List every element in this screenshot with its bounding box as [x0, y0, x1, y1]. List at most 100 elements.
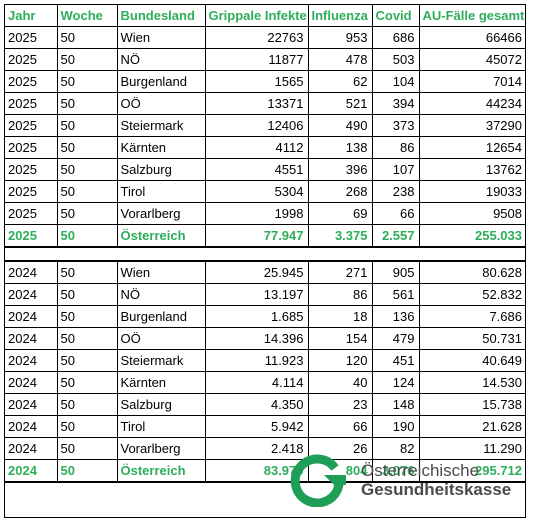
- table-cell: 2025: [5, 202, 58, 225]
- table-cell: 373: [371, 114, 420, 137]
- logo-line-1: Österreichische: [361, 461, 480, 480]
- table-cell: Vorarlberg: [116, 202, 206, 225]
- table-cell: 15.738: [418, 393, 526, 416]
- table-row: 2024 50 OÖ 14.396 154 479 50.731: [5, 327, 526, 350]
- table-cell: OÖ: [116, 327, 206, 350]
- table-cell: 50: [56, 114, 118, 137]
- table-cell: 40.649: [418, 349, 526, 372]
- table-row: 2025 50 Tirol 5304 268 238 19033: [5, 180, 526, 203]
- table-cell: 37290: [418, 114, 526, 137]
- table-cell: 62: [307, 70, 373, 93]
- table-row: 2024 50 Steiermark 11.923 120 451 40.649: [5, 349, 526, 372]
- table-cell: 50: [56, 70, 118, 93]
- table-cell: 2025: [5, 224, 58, 248]
- oegk-logo: Österreichische Gesundheitskasse: [288, 451, 528, 511]
- table-row: 2024 50 Salzburg 4.350 23 148 15.738: [5, 393, 526, 416]
- table-cell: 2024: [5, 393, 58, 416]
- table-cell: 4551: [204, 158, 309, 181]
- table-cell: 2025: [5, 92, 58, 115]
- table-cell: 2.557: [371, 224, 420, 248]
- table-cell: 138: [307, 136, 373, 159]
- table-cell: 2025: [5, 136, 58, 159]
- total-row: 2024 50 Österreich 83.970 804 3.076 295.712: [5, 459, 526, 483]
- spreadsheet: Jahr Woche Bundesland Grippale Infekte I…: [4, 4, 526, 518]
- table-cell: 66: [371, 202, 420, 225]
- table-cell: 124: [371, 371, 420, 394]
- table-cell: 86: [307, 283, 373, 306]
- header-cell: Woche: [56, 5, 118, 27]
- table-cell: 50: [56, 136, 118, 159]
- section-spacer: [5, 246, 526, 262]
- table-cell: 394: [371, 92, 420, 115]
- table-cell: 503: [371, 48, 420, 71]
- table-cell: 4.350: [204, 393, 309, 416]
- table-cell: 3.076: [371, 459, 420, 483]
- table-cell: 238: [371, 180, 420, 203]
- table-cell: 50: [56, 349, 118, 372]
- table-cell: Vorarlberg: [116, 437, 206, 460]
- table-cell: 2025: [5, 180, 58, 203]
- table-cell: 50: [56, 327, 118, 350]
- table-cell: 136: [371, 305, 420, 328]
- table-cell: 4.114: [204, 371, 309, 394]
- table-cell: 50: [56, 437, 118, 460]
- table-cell: Tirol: [116, 180, 206, 203]
- table-cell: 5.942: [204, 415, 309, 438]
- table-cell: 478: [307, 48, 373, 71]
- table-cell: 268: [307, 180, 373, 203]
- table-row: 2024 50 Vorarlberg 2.418 26 82 11.290: [5, 437, 526, 460]
- table-cell: 271: [307, 260, 373, 284]
- table-cell: 80.628: [418, 260, 526, 284]
- header-cell: Influenza: [307, 5, 373, 27]
- table-cell: 2025: [5, 26, 58, 49]
- table-cell: 295.712: [418, 459, 526, 483]
- table-cell: Kärnten: [116, 371, 206, 394]
- table-cell: 50: [56, 393, 118, 416]
- table-cell: 19033: [418, 180, 526, 203]
- table-cell: Österreich: [116, 459, 206, 483]
- table-cell: 22763: [204, 26, 309, 49]
- table-row: 2025 50 Steiermark 12406 490 373 37290: [5, 114, 526, 137]
- table-cell: 2024: [5, 327, 58, 350]
- table-cell: OÖ: [116, 92, 206, 115]
- table-cell: 13371: [204, 92, 309, 115]
- table-cell: 83.970: [204, 459, 309, 483]
- table-cell: Kärnten: [116, 136, 206, 159]
- table-cell: 23: [307, 393, 373, 416]
- table-cell: 5304: [204, 180, 309, 203]
- table-cell: 50: [56, 92, 118, 115]
- table-cell: Tirol: [116, 415, 206, 438]
- table-cell: 50: [56, 180, 118, 203]
- table-cell: 50: [56, 459, 118, 483]
- table-cell: Steiermark: [116, 114, 206, 137]
- table-row: 2025 50 Burgenland 1565 62 104 7014: [5, 70, 526, 93]
- table-cell: 18: [307, 305, 373, 328]
- table-row: 2024 50 NÖ 13.197 86 561 52.832: [5, 283, 526, 306]
- table-cell: 490: [307, 114, 373, 137]
- table-cell: 13.197: [204, 283, 309, 306]
- au-faelle-table: Jahr Woche Bundesland Grippale Infekte I…: [5, 5, 526, 483]
- table-cell: 104: [371, 70, 420, 93]
- table-cell: 148: [371, 393, 420, 416]
- table-cell: 107: [371, 158, 420, 181]
- table-row: 2024 50 Tirol 5.942 66 190 21.628: [5, 415, 526, 438]
- table-cell: Steiermark: [116, 349, 206, 372]
- table-cell: 154: [307, 327, 373, 350]
- table-cell: 86: [371, 136, 420, 159]
- table-cell: Burgenland: [116, 70, 206, 93]
- table-cell: 69: [307, 202, 373, 225]
- table-cell: Österreich: [116, 224, 206, 248]
- table-cell: 2025: [5, 70, 58, 93]
- table-cell: 50: [56, 283, 118, 306]
- table-cell: 11.923: [204, 349, 309, 372]
- table-cell: 14.396: [204, 327, 309, 350]
- table-cell: 2024: [5, 283, 58, 306]
- table-cell: 12406: [204, 114, 309, 137]
- table-cell: 479: [371, 327, 420, 350]
- table-cell: 396: [307, 158, 373, 181]
- table-cell: 2024: [5, 415, 58, 438]
- table-row: 2024 50 Wien 25.945 271 905 80.628: [5, 260, 526, 284]
- table-row: 2025 50 Vorarlberg 1998 69 66 9508: [5, 202, 526, 225]
- table-cell: 13762: [418, 158, 526, 181]
- table-cell: 77.947: [204, 224, 309, 248]
